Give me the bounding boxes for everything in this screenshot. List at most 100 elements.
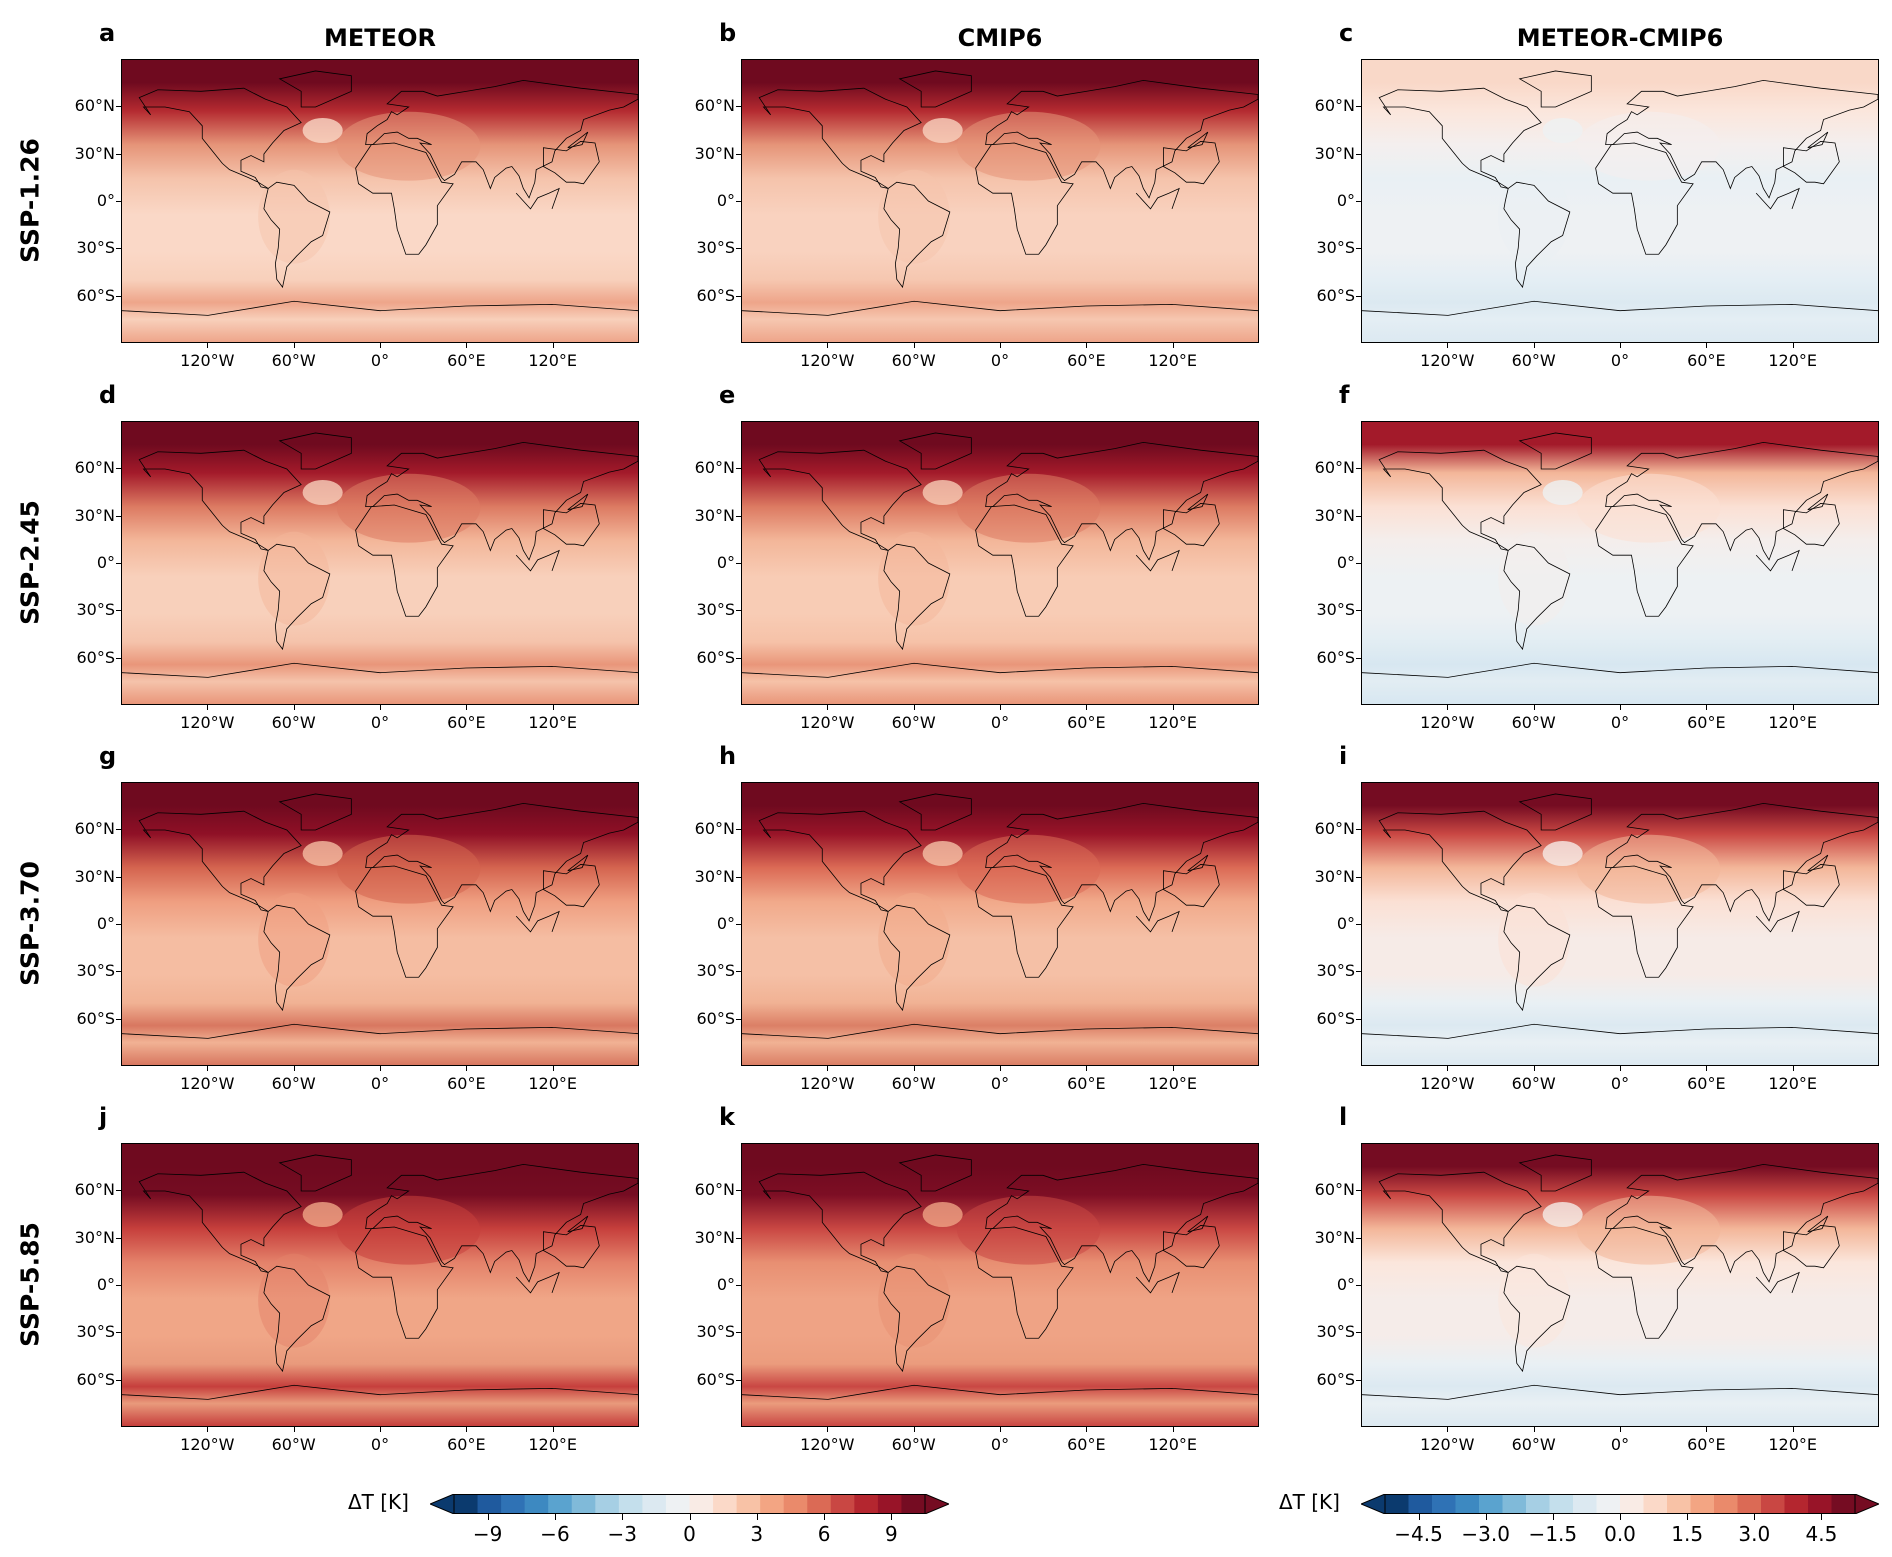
coastline xyxy=(1504,905,1570,1010)
coastline xyxy=(759,88,921,188)
lon-tick-mark xyxy=(1533,343,1535,348)
colorbar-outline xyxy=(1384,1494,1856,1514)
colorbar-tick-mark xyxy=(1418,1514,1420,1520)
lon-tick-mark xyxy=(380,1066,381,1071)
colorbar-tick-mark xyxy=(891,1514,893,1520)
lon-tick-mark xyxy=(552,705,554,710)
lon-tick-mark xyxy=(1447,343,1449,348)
lon-tick-mark xyxy=(1086,1066,1088,1071)
coastline xyxy=(900,433,972,469)
colorbar-swatch xyxy=(783,1494,808,1514)
land-warming-blob xyxy=(337,834,481,904)
colorbar-min-extend xyxy=(1361,1494,1386,1514)
panel-letter: d xyxy=(99,381,117,409)
lon-tick-label: 60°W xyxy=(271,1074,316,1093)
coastline xyxy=(884,905,950,1010)
coastline xyxy=(1783,503,1839,545)
lon-tick-label: 0° xyxy=(370,713,390,732)
colorbar-swatch xyxy=(760,1494,785,1514)
coastline xyxy=(884,1266,950,1371)
land-warming-blob xyxy=(258,169,330,264)
lon-tick-label: 60°E xyxy=(447,713,486,732)
colorbar-tick-label: −1.5 xyxy=(1528,1522,1578,1546)
map-panel xyxy=(1361,421,1879,705)
lon-tick-mark xyxy=(827,343,829,348)
lon-tick-mark xyxy=(827,1427,829,1432)
colorbar-swatch xyxy=(807,1494,832,1514)
lon-tick-label: 0° xyxy=(990,351,1010,370)
lat-tick-label: 60°N xyxy=(74,1180,115,1200)
colorbar-max-extend xyxy=(924,1494,949,1514)
map-panel xyxy=(1361,1143,1879,1427)
lon-tick-label: 0° xyxy=(1610,713,1630,732)
field-background xyxy=(742,422,1258,704)
lon-tick-label: 0° xyxy=(990,1435,1010,1454)
panel-letter: l xyxy=(1339,1103,1348,1131)
lon-tick-mark xyxy=(1706,1427,1708,1432)
colorbar-swatch xyxy=(618,1494,643,1514)
coastline xyxy=(759,1172,921,1272)
colorbar-tick-label: 3 xyxy=(750,1522,764,1546)
lon-tick-mark xyxy=(1000,705,1001,710)
colorbar-swatch xyxy=(642,1494,667,1514)
lat-tick-mark xyxy=(736,971,741,973)
lon-tick-mark xyxy=(1000,1427,1001,1432)
colorbar-swatch xyxy=(1573,1494,1597,1514)
coastline xyxy=(1783,141,1839,183)
lon-tick-label: 120°E xyxy=(1768,1435,1817,1454)
map-panel xyxy=(741,421,1259,705)
lon-tick-mark xyxy=(466,1427,468,1432)
map-panel xyxy=(121,59,639,343)
colorbar-outline xyxy=(453,1494,926,1514)
lat-tick-label: 60°S xyxy=(76,1369,115,1389)
colorbar-swatch xyxy=(665,1494,690,1514)
colorbar-swatch xyxy=(454,1494,479,1514)
lat-tick-label: 60°S xyxy=(1316,285,1355,305)
lon-tick-label: 0° xyxy=(370,351,390,370)
lat-tick-mark xyxy=(736,829,741,831)
lat-tick-label: 0° xyxy=(716,1275,735,1294)
coastline xyxy=(356,1227,453,1338)
lat-tick-label: 30°S xyxy=(696,961,735,981)
land-warming-blob xyxy=(957,1195,1101,1265)
lon-tick-mark xyxy=(1086,343,1088,348)
lat-tick-label: 30°S xyxy=(1316,238,1355,258)
coastline xyxy=(759,450,921,550)
coastline xyxy=(900,1155,972,1191)
field-background xyxy=(122,422,638,704)
lon-tick-mark xyxy=(1086,1427,1088,1432)
lon-tick-mark xyxy=(1792,1427,1794,1432)
field-background xyxy=(122,783,638,1065)
colorbar-swatch xyxy=(548,1494,573,1514)
colorbar-tick-label: −3 xyxy=(607,1522,637,1546)
colorbar-tick-label: 1.5 xyxy=(1671,1522,1704,1546)
panel-letter: k xyxy=(719,1103,735,1131)
field-background xyxy=(742,60,1258,342)
lon-tick-label: 60°W xyxy=(1511,351,1556,370)
north-atlantic-warming-hole xyxy=(302,840,343,867)
lon-tick-mark xyxy=(1000,1066,1001,1071)
lon-tick-label: 60°W xyxy=(1511,1074,1556,1093)
lat-tick-label: 60°S xyxy=(696,647,735,667)
lon-tick-label: 120°E xyxy=(528,1435,577,1454)
map-panel xyxy=(741,1143,1259,1427)
land-warming-blob xyxy=(1498,1253,1570,1348)
lon-tick-label: 60°W xyxy=(891,351,936,370)
land-warming-blob xyxy=(258,531,330,626)
lat-tick-label: 30°S xyxy=(696,238,735,258)
colorbar-swatch xyxy=(1714,1494,1738,1514)
lat-tick-label: 0° xyxy=(96,191,115,210)
colorbar-swatch xyxy=(901,1494,926,1514)
colorbar-swatch xyxy=(1526,1494,1550,1514)
land-warming-blob xyxy=(957,834,1101,904)
lat-tick-mark xyxy=(736,924,741,925)
lon-tick-mark xyxy=(1792,343,1794,348)
land-warming-blob xyxy=(1577,834,1721,904)
lat-tick-label: 30°N xyxy=(694,1227,735,1247)
column-title: CMIP6 xyxy=(957,24,1043,52)
coastline xyxy=(1596,1227,1693,1338)
lon-tick-mark xyxy=(1706,705,1708,710)
lat-tick-mark xyxy=(1356,563,1361,564)
coastline xyxy=(884,182,950,287)
